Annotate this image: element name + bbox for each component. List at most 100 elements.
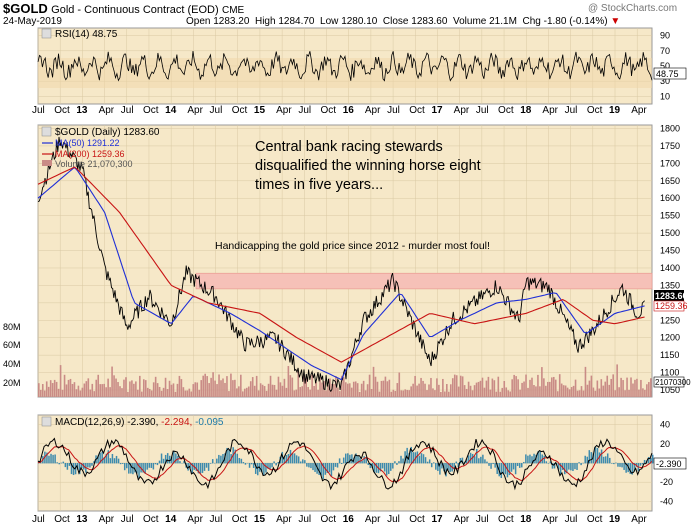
macd-histogram-bar bbox=[62, 461, 65, 464]
x-tick-label: Jul bbox=[476, 105, 489, 116]
volume-bar bbox=[305, 377, 307, 397]
macd-histogram-bar bbox=[277, 462, 279, 464]
macd-histogram-bar bbox=[445, 463, 447, 477]
macd-histogram-bar bbox=[299, 461, 302, 464]
macd-histogram-bar bbox=[107, 450, 110, 464]
volume-bar bbox=[368, 374, 371, 397]
macd-histogram-bar bbox=[465, 458, 468, 464]
macd-histogram-bar bbox=[580, 463, 582, 466]
macd-histogram-bar bbox=[148, 463, 151, 468]
volume-bar bbox=[277, 376, 280, 397]
close-value: 1283.60 bbox=[411, 16, 448, 27]
macd-histogram-bar bbox=[70, 463, 73, 475]
macd-histogram-bar bbox=[439, 463, 441, 475]
volume-bar bbox=[343, 377, 345, 397]
price-settings-icon[interactable] bbox=[41, 126, 52, 137]
volume-bar bbox=[447, 391, 450, 397]
volume-bar bbox=[345, 382, 347, 397]
macd-histogram-bar bbox=[291, 453, 294, 464]
macd-histogram-bar bbox=[516, 463, 519, 466]
macd-histogram-bar bbox=[199, 463, 202, 474]
macd-settings-icon[interactable] bbox=[41, 416, 52, 427]
macd-histogram-bar bbox=[56, 462, 58, 464]
volume-bar bbox=[285, 387, 288, 397]
volume-bar bbox=[566, 387, 569, 397]
x-tick-label: Jul bbox=[387, 105, 400, 116]
macd-histogram-bar bbox=[586, 456, 589, 464]
x-tick-label: Apr bbox=[99, 514, 115, 525]
macd-histogram-bar bbox=[535, 454, 537, 464]
macd-histogram-bar bbox=[195, 463, 198, 471]
macd-histogram-bar bbox=[265, 463, 267, 473]
macd-histogram-bar bbox=[453, 463, 455, 470]
volume-bar bbox=[321, 382, 323, 397]
macd-histogram-bar bbox=[54, 454, 56, 464]
macd-histogram-bar bbox=[105, 453, 108, 464]
volume-bar bbox=[360, 383, 363, 397]
volume-bar bbox=[281, 385, 284, 397]
volume-bar bbox=[410, 386, 412, 397]
macd-histogram-bar bbox=[175, 453, 177, 464]
x-tick-label: Jul bbox=[121, 105, 134, 116]
volume-bar bbox=[644, 389, 646, 397]
x-tick-label: Oct bbox=[409, 105, 425, 116]
volume-bar bbox=[142, 379, 145, 397]
x-tick-label: Apr bbox=[631, 105, 647, 116]
volume-bar bbox=[238, 386, 240, 397]
rsi-tick-label: 90 bbox=[660, 31, 670, 41]
macd-histogram-bar bbox=[373, 463, 376, 473]
volume-bar bbox=[240, 374, 242, 397]
macd-histogram-bar bbox=[338, 458, 341, 464]
volume-bar bbox=[382, 380, 385, 397]
macd-histogram-bar bbox=[242, 462, 245, 464]
volume-bar bbox=[297, 371, 300, 397]
x-tick-label: Apr bbox=[187, 514, 203, 525]
macd-histogram-bar bbox=[89, 463, 91, 468]
x-tick-label: 17 bbox=[431, 514, 443, 525]
x-tick-label: Oct bbox=[587, 514, 603, 525]
volume-bar bbox=[59, 365, 62, 397]
volume-bar bbox=[315, 381, 317, 397]
macd-histogram-bar bbox=[643, 459, 646, 464]
volume-bar bbox=[55, 381, 58, 397]
macd-histogram-bar bbox=[310, 463, 312, 469]
volume-bar bbox=[113, 375, 115, 397]
volume-bar bbox=[380, 380, 383, 397]
volume-bar bbox=[85, 381, 88, 397]
volume-bar bbox=[626, 377, 628, 397]
macd-histogram-bar bbox=[504, 463, 507, 475]
price-tick-label: 1450 bbox=[660, 246, 680, 256]
macd-line bbox=[37, 437, 653, 491]
x-tick-label: Jul bbox=[565, 105, 578, 116]
volume-bar bbox=[572, 385, 575, 397]
macd-histogram-bar bbox=[136, 463, 138, 474]
macd-histogram-bar bbox=[492, 463, 494, 465]
macd-histogram-bar bbox=[394, 461, 396, 464]
macd-histogram-bar bbox=[475, 449, 478, 464]
ma200-value-tag bbox=[653, 300, 685, 312]
volume-bar bbox=[295, 389, 298, 397]
volume-bar bbox=[79, 390, 82, 397]
volume-bar bbox=[105, 387, 107, 397]
volume-bar bbox=[208, 383, 210, 397]
macd-histogram-bar bbox=[66, 463, 69, 470]
x-tick-label: Jul bbox=[298, 105, 311, 116]
macd-histogram-bar bbox=[132, 463, 134, 475]
volume-bar bbox=[594, 390, 597, 397]
macd-histogram-bar bbox=[570, 463, 572, 471]
macd-histogram-bar bbox=[371, 463, 374, 468]
macd-histogram-bar bbox=[518, 463, 521, 468]
volume-bar bbox=[426, 390, 428, 397]
volume-bar bbox=[396, 383, 399, 397]
price-value-tag bbox=[654, 290, 684, 301]
volume-bar bbox=[638, 389, 640, 397]
volume-bar bbox=[350, 387, 353, 397]
rsi-settings-icon[interactable] bbox=[41, 28, 52, 39]
watermark: @ StockCharts.com bbox=[588, 3, 678, 14]
volume-bar bbox=[109, 387, 111, 397]
macd-histogram-bar bbox=[326, 463, 329, 473]
volume-bar bbox=[311, 374, 313, 397]
macd-series bbox=[37, 437, 654, 491]
macd-histogram-bar bbox=[385, 463, 388, 476]
x-tick-label: Apr bbox=[454, 105, 470, 116]
